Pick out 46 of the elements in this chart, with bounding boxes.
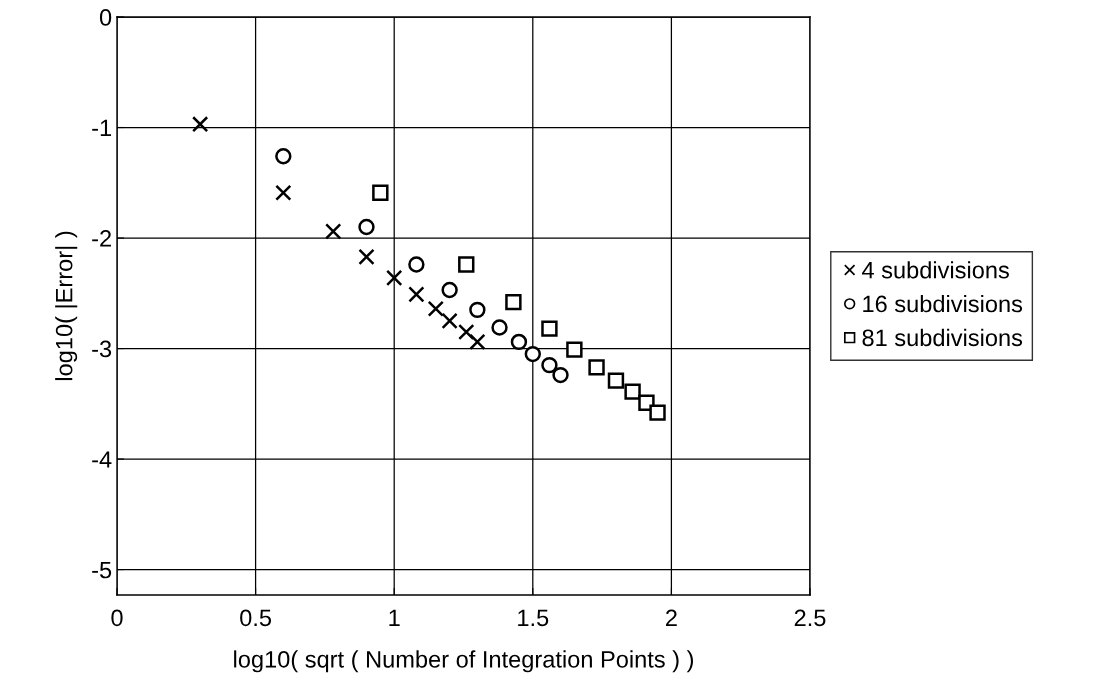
x-tick-label: 2 xyxy=(666,609,677,626)
y-tick-label: -2 xyxy=(92,230,111,247)
legend-label: 81 subdivisions xyxy=(862,328,1023,347)
y-tick-label: -3 xyxy=(92,340,112,358)
point xyxy=(607,372,625,389)
y-tick-label: 0 xyxy=(99,9,112,26)
point xyxy=(191,116,209,133)
point xyxy=(510,333,528,351)
point xyxy=(441,312,458,330)
point xyxy=(624,383,641,400)
y-axis-title: log10( |Error| ) xyxy=(55,231,78,381)
point xyxy=(441,281,458,299)
point xyxy=(408,286,425,303)
y-tick-label: -5 xyxy=(92,561,112,579)
point xyxy=(566,341,583,358)
y-tick-label: -1 xyxy=(92,119,111,137)
legend-label: 16 subdivisions xyxy=(863,295,1023,313)
y-tick-label: -4 xyxy=(92,451,112,468)
point xyxy=(358,218,375,236)
x-tick-label: 1 xyxy=(389,609,400,626)
point xyxy=(505,293,522,311)
legend-label: 4 subdivisions xyxy=(862,261,1009,279)
point xyxy=(588,359,605,376)
point xyxy=(372,184,389,201)
point xyxy=(275,184,292,201)
x-tick-label: 0 xyxy=(111,609,123,627)
point xyxy=(408,256,425,273)
point xyxy=(491,319,508,336)
point xyxy=(386,269,403,287)
x-tick-label: 1.5 xyxy=(518,609,549,627)
point xyxy=(469,301,486,319)
point xyxy=(325,223,342,240)
point xyxy=(275,148,292,165)
x-tick-label: 0.5 xyxy=(240,609,272,627)
x-axis-title: log10( sqrt ( Number of Integration Points ) ) xyxy=(234,650,694,673)
point xyxy=(458,323,475,341)
point xyxy=(552,366,569,384)
point xyxy=(458,256,475,273)
point xyxy=(524,345,541,363)
point xyxy=(541,320,558,337)
point xyxy=(649,404,666,421)
point xyxy=(427,300,444,317)
point xyxy=(469,333,486,351)
x-tick-label: 2.5 xyxy=(794,609,826,627)
point xyxy=(358,248,375,266)
point xyxy=(541,356,558,374)
